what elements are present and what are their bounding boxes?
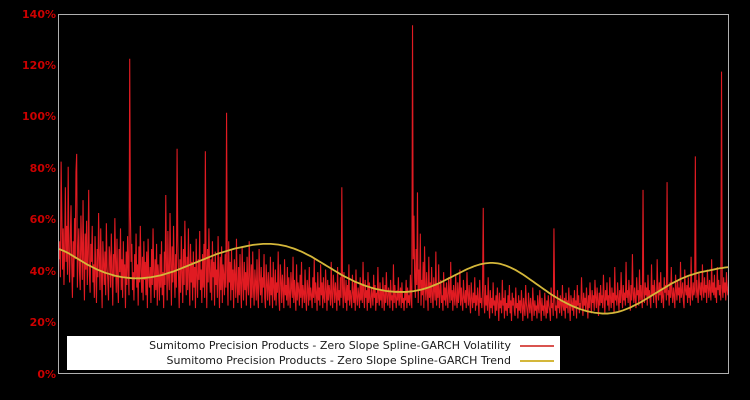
y-axis-tick-140pct: 140% [22,7,56,21]
trend-series-line [59,242,728,315]
legend-entry-volatility[interactable]: Sumitomo Precision Products - Zero Slope… [67,338,560,353]
volatility-series-line [59,25,728,322]
y-axis-tick-labels: 0% 20% 40% 60% 80% 100% 120% 140% [0,0,56,400]
legend-label-volatility: Sumitomo Precision Products - Zero Slope… [149,339,511,352]
legend-swatch-trend [520,359,554,362]
y-axis-tick-20pct: 20% [29,316,56,330]
legend-label-trend: Sumitomo Precision Products - Zero Slope… [166,354,511,367]
y-axis-tick-80pct: 80% [29,161,56,175]
y-axis-tick-120pct: 120% [22,58,56,72]
y-axis-tick-0pct: 0% [37,367,56,381]
y-axis-tick-40pct: 40% [29,264,56,278]
series-canvas [59,25,728,322]
legend: Sumitomo Precision Products - Zero Slope… [67,336,560,370]
plot-area [58,14,729,374]
legend-entry-trend[interactable]: Sumitomo Precision Products - Zero Slope… [67,353,560,368]
y-axis-tick-100pct: 100% [22,110,56,124]
legend-swatch-volatility [520,344,554,347]
y-axis-tick-60pct: 60% [29,213,56,227]
